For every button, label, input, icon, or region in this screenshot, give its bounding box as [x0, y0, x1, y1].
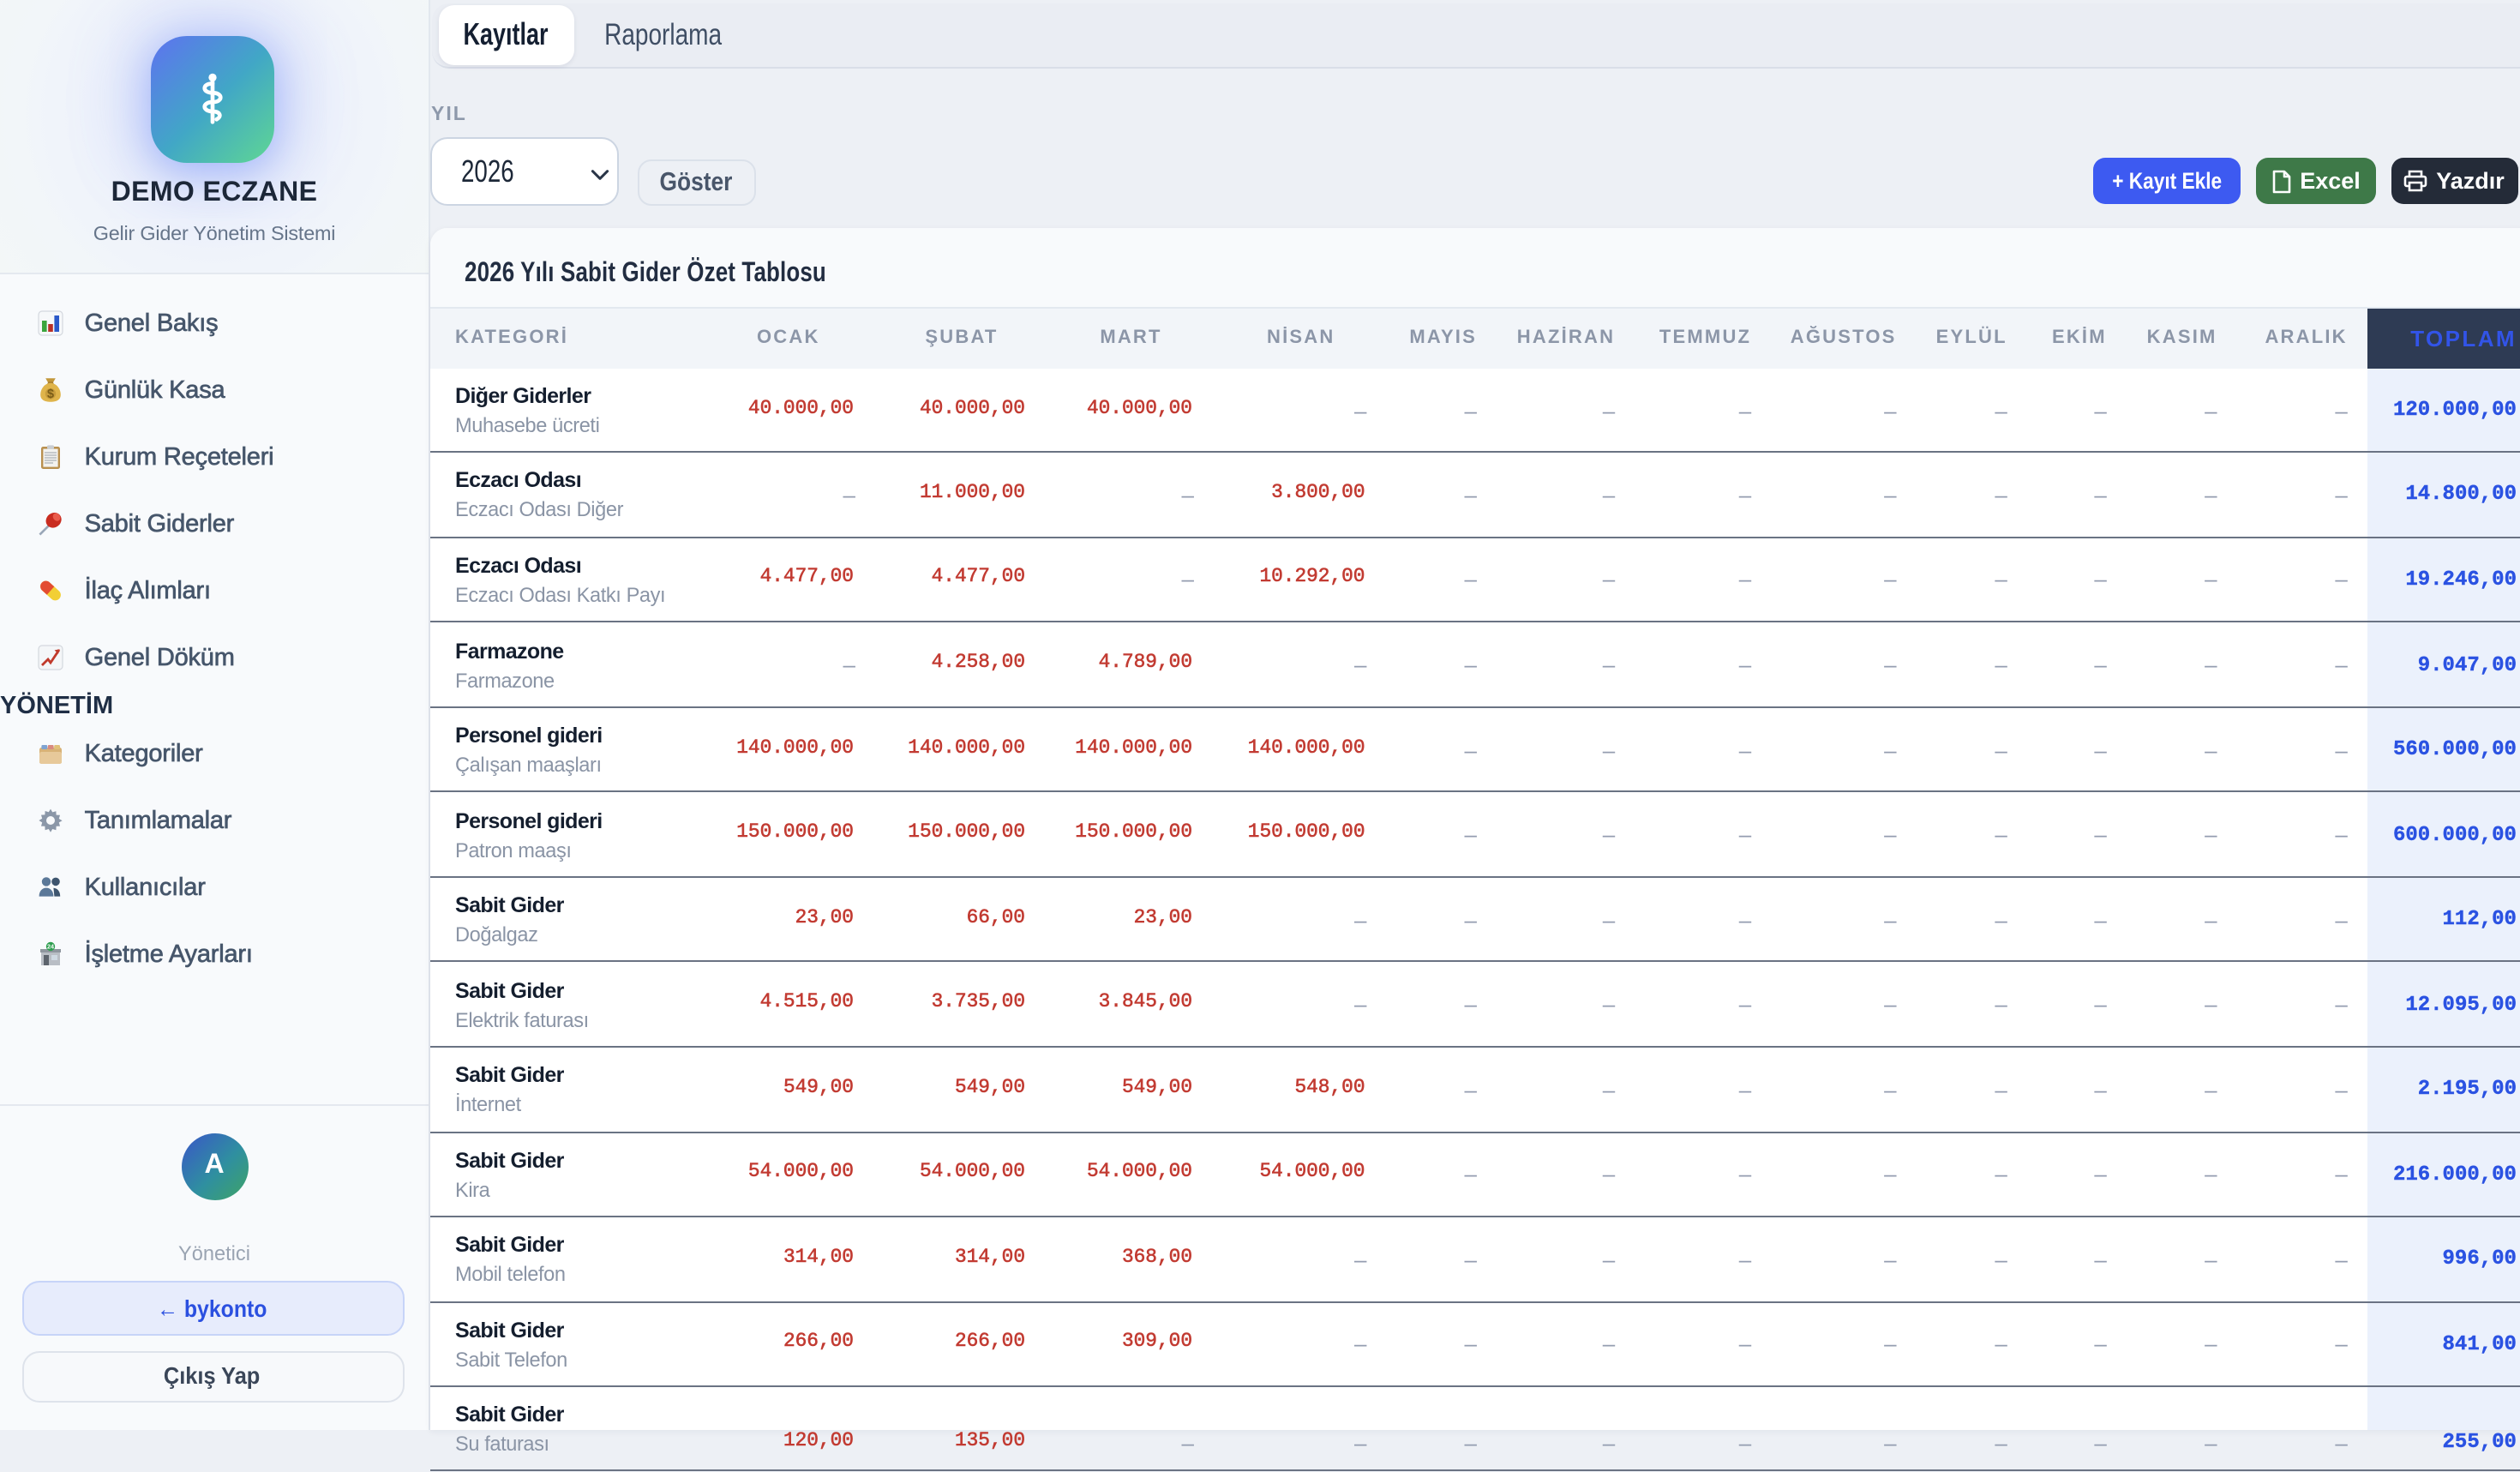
svg-text:24: 24 — [47, 943, 54, 951]
svg-text:$: $ — [47, 388, 54, 401]
